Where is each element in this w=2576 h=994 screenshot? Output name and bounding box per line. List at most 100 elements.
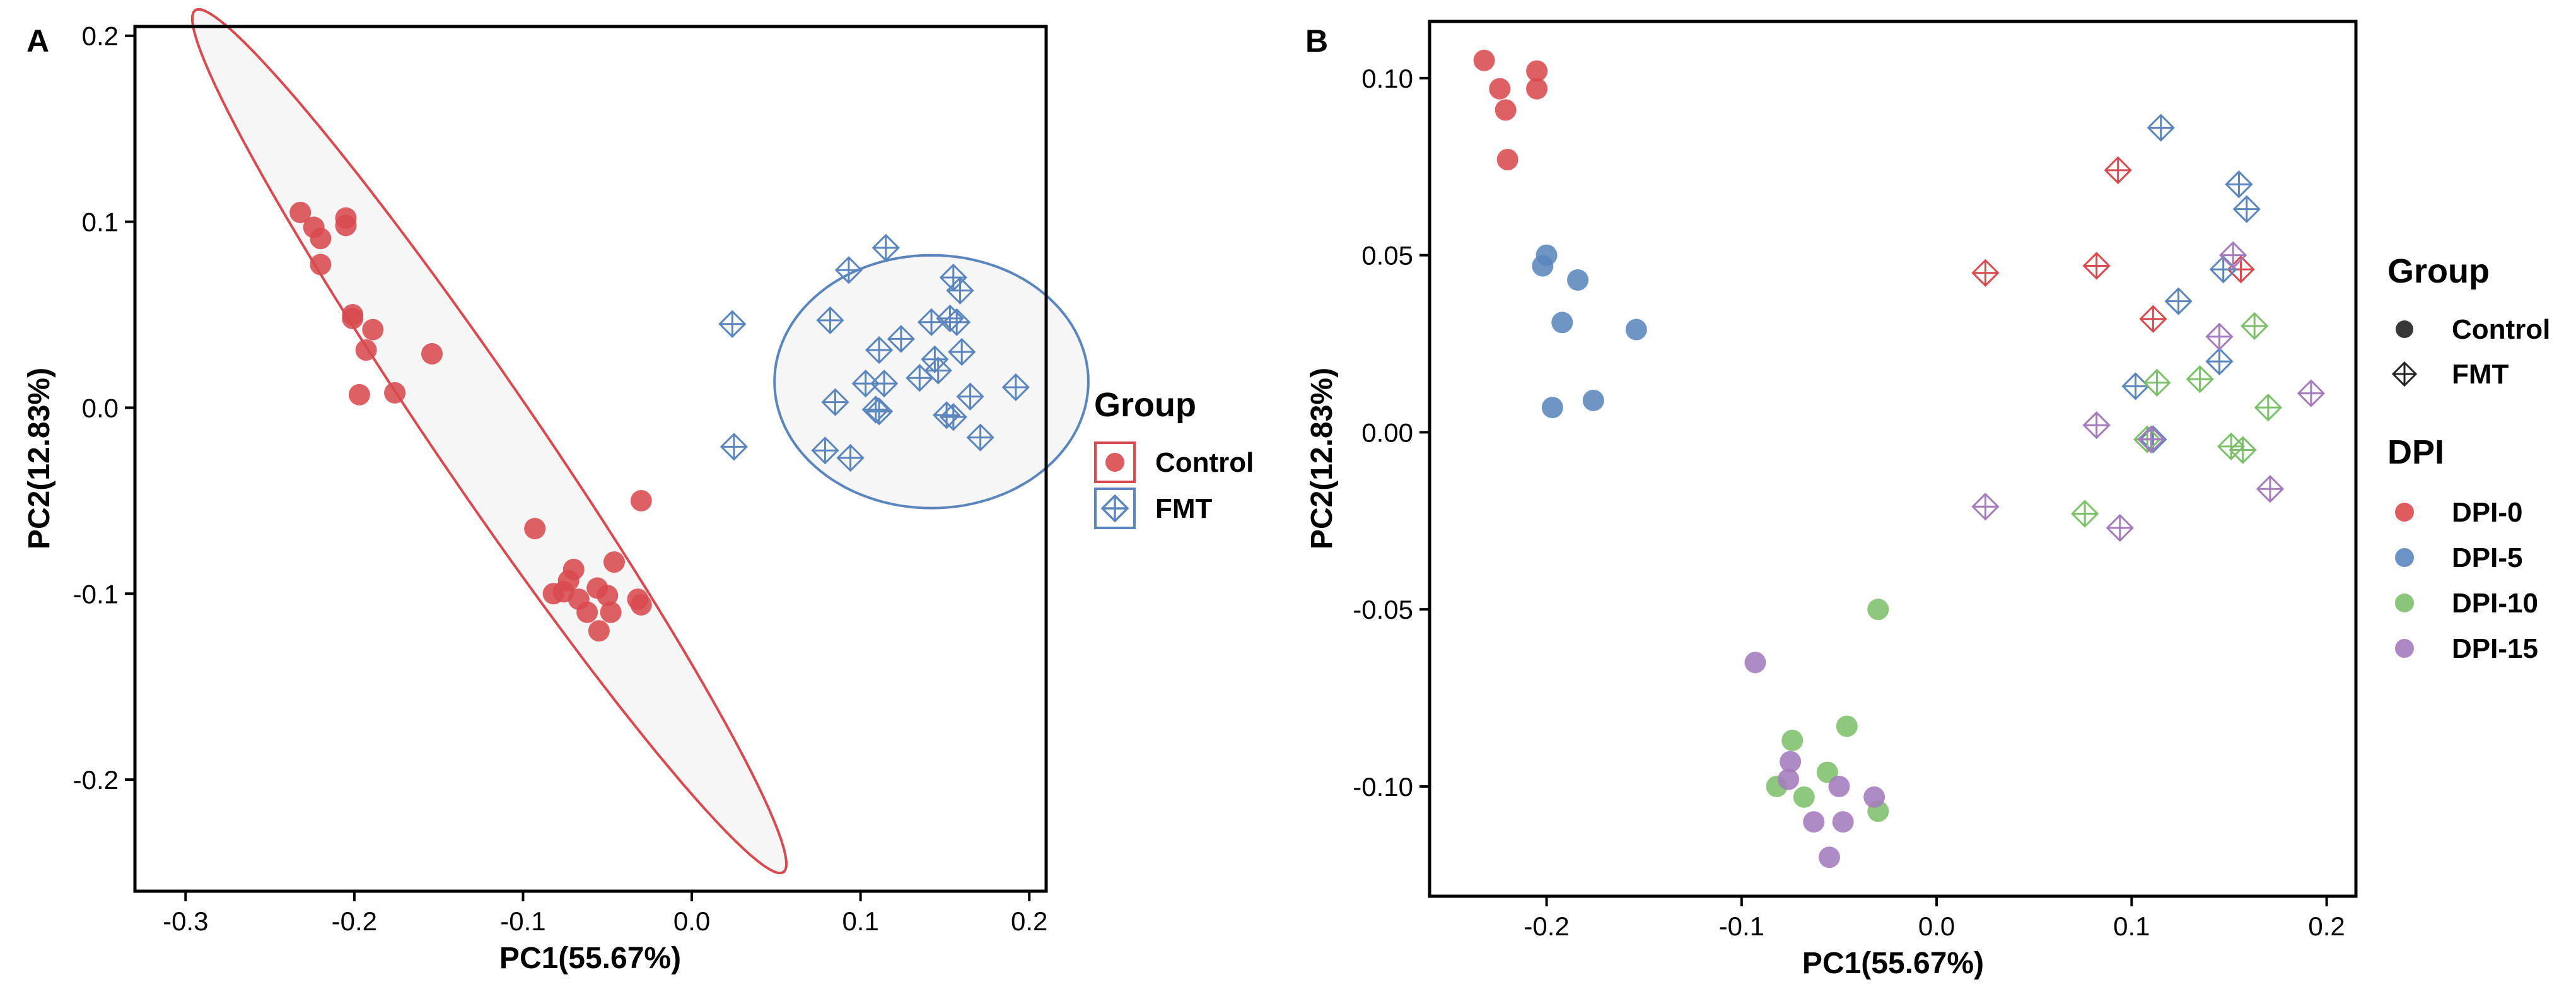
point-fmt-dpi-5 [2232,195,2261,223]
point-fmt [821,388,849,416]
point-control-dpi-5 [1541,397,1563,419]
legend-label-dpi-5: DPI-5 [2452,542,2522,573]
legend-label-fmt: FMT [1155,493,1213,524]
point-fmt [834,256,863,284]
point-control-dpi-10 [1781,729,1804,751]
point-fmt-dpi-0 [2082,252,2111,280]
panel-b-x-tick-label: -0.2 [1524,911,1569,941]
panel-a-x-axis-title: PC1(55.67%) [499,942,681,975]
point-control-dpi-15 [1744,652,1766,674]
legend-dpi-10-circle-icon [2395,593,2414,612]
point-control-dpi-15 [1828,775,1850,797]
point-control-dpi-0 [1473,49,1495,71]
point-fmt [811,436,839,465]
panel-a-y-axis-title: PC2(12.83%) [23,368,56,549]
point-fmt-dpi-15 [2106,513,2134,542]
panel-a-x-tick-label: 0.0 [673,906,710,936]
panel-a-x-tick-label: 0.2 [1011,906,1047,936]
point-control-dpi-15 [1832,811,1854,833]
panel-a-x-tick-label: 0.1 [842,906,878,936]
panel-b-y-axis-title: PC2(12.83%) [1305,368,1339,549]
point-fmt-dpi-5 [2121,372,2150,401]
point-fmt-dpi-5 [2147,114,2175,142]
point-fmt-dpi-10 [2241,312,2269,341]
point-control [603,551,625,573]
point-control-dpi-15 [1778,768,1800,790]
panel-b-y-axis: -0.10 -0.05 0.00 0.05 0.10 [1353,64,1430,802]
point-fmt [921,345,949,373]
ellipse-fmt [773,254,1090,510]
panel-a-data-points [289,201,1030,642]
point-fmt [887,325,915,353]
panel-b-legend-group-title: Group [2387,252,2490,290]
legend-group-fmt-diamond-icon [2391,361,2418,387]
panel-b-y-tick-label: -0.10 [1353,772,1413,802]
point-fmt-dpi-15 [2219,241,2247,269]
panel-b-x-tick-label: 0.2 [2308,911,2345,941]
point-control [342,307,364,329]
point-fmt [718,310,747,338]
point-control-dpi-15 [1818,846,1840,868]
panel-a: A -0.3 -0.2 -0.1 0.0 0.1 0.2 -0.2 -0.1 0.0 0.1 0.… [23,8,1254,975]
point-fmt-dpi-0 [2104,156,2132,184]
legend-control-circle-icon [1105,453,1124,472]
panel-b-plot-border [1428,20,2358,898]
point-control [362,319,384,341]
panel-a-x-tick-label: -0.1 [500,906,545,936]
panel-letter-b: B [1305,23,1328,59]
point-control-dpi-0 [1526,78,1548,100]
panel-letter-a: A [26,23,49,59]
panel-b-y-tick-label: 0.05 [1361,241,1413,271]
point-fmt-dpi-5 [2164,287,2193,315]
point-fmt [943,308,971,336]
panel-b-y-tick-label: -0.05 [1353,595,1413,624]
panel-b-x-axis: -0.2 -0.1 0.0 0.1 0.2 [1524,896,2345,941]
point-fmt [865,336,894,365]
panel-a-legend-title: Group [1094,386,1196,424]
legend-label-dpi-0: DPI-0 [2452,497,2522,528]
point-control [576,601,598,623]
point-fmt-dpi-5 [2225,170,2253,199]
panel-b-x-axis-title: PC1(55.67%) [1802,947,1984,980]
point-fmt [939,403,967,431]
legend-label-dpi-15: DPI-15 [2452,633,2538,664]
legend-key-control [1094,441,1136,483]
point-control-dpi-15 [1803,811,1825,833]
panel-a-x-tick-label: -0.3 [163,906,208,936]
point-fmt-dpi-15 [1971,493,2000,521]
point-control [310,254,332,276]
point-fmt-dpi-10 [2217,432,2246,460]
point-fmt-dpi-15 [2256,475,2285,503]
panel-b-x-tick-label: 0.1 [2113,911,2150,941]
panel-a-y-tick-label: -0.1 [73,579,119,609]
point-control-dpi-10 [1867,599,1889,621]
point-fmt-dpi-10 [2229,436,2257,464]
point-control [289,201,312,223]
point-fmt-dpi-0 [2139,305,2167,333]
point-control-dpi-0 [1526,60,1548,82]
legend-b-label-fmt: FMT [2452,359,2509,390]
panel-b-x-tick-label: 0.0 [1918,911,1955,941]
point-control-dpi-0 [1496,149,1518,170]
point-control [355,339,377,361]
panel-a-confidence-ellipses [191,8,1090,875]
point-control [348,383,370,406]
point-fmt [836,443,865,472]
point-control-dpi-5 [1551,312,1573,334]
legend-label-control: Control [1155,447,1254,478]
point-fmt [865,397,894,426]
point-fmt-dpi-15 [2297,379,2325,407]
point-fmt-dpi-15 [2082,411,2111,440]
point-fmt-dpi-15 [2205,322,2234,351]
point-fmt [946,276,974,305]
point-fmt [924,356,952,385]
point-control [588,620,610,642]
panel-b-y-tick-label: 0.00 [1361,418,1413,447]
point-fmt-dpi-10 [2186,365,2214,394]
point-fmt [956,382,984,411]
point-fmt-dpi-10 [2070,500,2099,528]
point-control-dpi-5 [1625,319,1647,341]
point-control [310,228,332,250]
panel-b-data-points [1473,49,2325,868]
point-control-dpi-0 [1495,99,1517,121]
